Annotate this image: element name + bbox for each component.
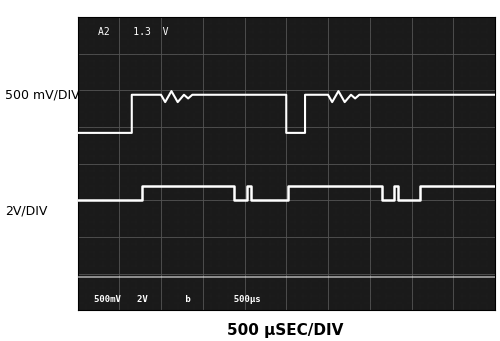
Text: 500 mV/DIV: 500 mV/DIV xyxy=(5,89,80,102)
Text: A2    1.3  V: A2 1.3 V xyxy=(98,27,169,37)
Text: 2V/DIV: 2V/DIV xyxy=(5,205,48,218)
Text: 500 μSEC/DIV: 500 μSEC/DIV xyxy=(227,323,343,338)
Text: 500mV   2V       b        500μs: 500mV 2V b 500μs xyxy=(94,295,261,305)
